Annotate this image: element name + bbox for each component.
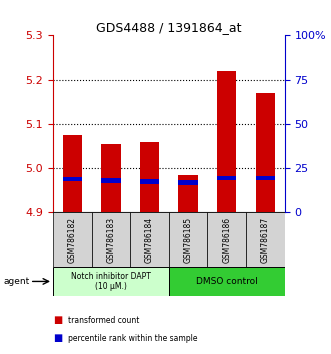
Title: GDS4488 / 1391864_at: GDS4488 / 1391864_at xyxy=(96,21,242,34)
Bar xyxy=(217,176,236,180)
FancyBboxPatch shape xyxy=(53,267,169,296)
FancyBboxPatch shape xyxy=(130,212,169,267)
Bar xyxy=(101,178,120,183)
FancyBboxPatch shape xyxy=(208,212,246,267)
Bar xyxy=(63,177,82,182)
Bar xyxy=(256,93,275,212)
Text: GSM786184: GSM786184 xyxy=(145,217,154,263)
Text: transformed count: transformed count xyxy=(68,316,139,325)
FancyBboxPatch shape xyxy=(169,212,208,267)
Bar xyxy=(101,144,120,212)
Bar xyxy=(140,142,159,212)
Text: DMSO control: DMSO control xyxy=(196,277,258,286)
Text: percentile rank within the sample: percentile rank within the sample xyxy=(68,333,197,343)
Bar xyxy=(256,176,275,180)
Text: ■: ■ xyxy=(53,315,62,325)
FancyBboxPatch shape xyxy=(92,212,130,267)
Text: GSM786183: GSM786183 xyxy=(106,217,116,263)
Text: agent: agent xyxy=(3,277,29,286)
FancyBboxPatch shape xyxy=(53,212,92,267)
Bar xyxy=(178,175,198,212)
Bar xyxy=(217,71,236,212)
Text: GSM786187: GSM786187 xyxy=(261,217,270,263)
Text: Notch inhibitor DAPT
(10 μM.): Notch inhibitor DAPT (10 μM.) xyxy=(71,272,151,291)
FancyBboxPatch shape xyxy=(169,267,285,296)
Text: GSM786185: GSM786185 xyxy=(184,217,193,263)
Text: GSM786182: GSM786182 xyxy=(68,217,77,263)
FancyBboxPatch shape xyxy=(246,212,285,267)
Bar xyxy=(63,135,82,212)
Bar xyxy=(178,180,198,184)
Text: ■: ■ xyxy=(53,333,62,343)
Text: GSM786186: GSM786186 xyxy=(222,217,231,263)
Bar xyxy=(140,179,159,184)
